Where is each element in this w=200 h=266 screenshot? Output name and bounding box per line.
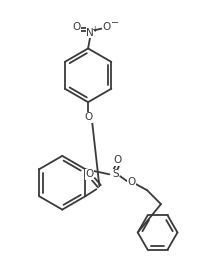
Text: S: S [111, 169, 118, 179]
Text: O: O [113, 155, 121, 165]
Text: O: O [72, 22, 80, 32]
Text: +: + [90, 25, 97, 34]
Text: O: O [126, 177, 135, 187]
Text: O: O [102, 22, 111, 32]
Text: −: − [110, 18, 118, 28]
Text: N: N [86, 27, 93, 38]
Text: O: O [84, 112, 92, 122]
Text: O: O [85, 169, 93, 179]
